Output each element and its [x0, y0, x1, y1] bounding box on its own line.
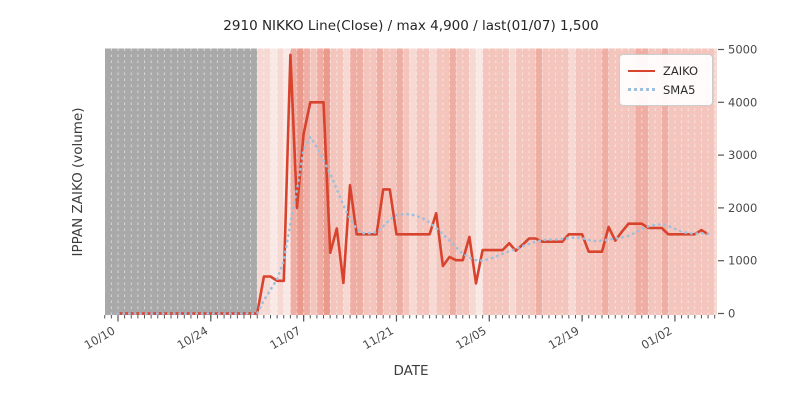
x-tick-label: 10/10	[82, 323, 118, 352]
series-lines	[116, 53, 710, 315]
x-axis-label: DATE	[393, 363, 429, 379]
price-band	[409, 48, 417, 315]
y-tick-label: 5000	[728, 43, 757, 57]
y-tick-label: 2000	[728, 201, 757, 215]
price-band	[469, 48, 477, 315]
y-tick-label: 1000	[728, 254, 757, 268]
price-band	[343, 48, 351, 315]
price-band	[568, 48, 576, 315]
price-band	[310, 48, 317, 315]
x-tick-label: 01/02	[639, 323, 675, 352]
legend-label-zaiko: ZAIKO	[663, 63, 699, 78]
zaiko-line-swatch	[628, 69, 655, 72]
price-band	[277, 48, 284, 315]
x-tick-label: 11/07	[267, 323, 303, 352]
price-band	[515, 48, 536, 315]
legend-item-zaiko: ZAIKO	[628, 61, 704, 80]
sma5-line	[116, 134, 710, 315]
chart-title: 2910 NIKKO Line(Close) / max 4,900 / las…	[223, 18, 599, 34]
x-tick-label: 11/21	[360, 323, 396, 352]
zaiko-line	[118, 53, 709, 315]
price-band	[509, 48, 516, 315]
x-tick-label: 12/05	[453, 323, 489, 352]
y-axis-ticks: 0 1000 2000 3000 4000 5000	[718, 43, 757, 321]
price-band	[290, 48, 298, 315]
y-tick-label: 3000	[728, 148, 757, 162]
x-axis-ticks: 10/10 10/24 11/07 11/21 12/05 12/19 01/02	[82, 315, 716, 352]
x-tick-label: 10/24	[175, 323, 211, 352]
price-band	[714, 48, 717, 315]
price-band	[316, 48, 324, 315]
daily-gridlines	[110, 48, 716, 315]
legend-label-sma5: SMA5	[663, 82, 696, 97]
price-band	[476, 48, 483, 315]
price-band	[403, 48, 410, 315]
price-band	[535, 48, 543, 315]
price-band	[661, 48, 669, 315]
sma5-dotted-swatch	[628, 88, 655, 91]
y-tick-label: 0	[728, 307, 735, 321]
price-band	[429, 48, 437, 315]
legend: ZAIKO SMA5	[619, 54, 713, 106]
y-tick-label: 4000	[728, 95, 757, 109]
price-band	[270, 48, 278, 315]
no-data-region	[105, 48, 258, 315]
price-band	[601, 48, 609, 315]
price-band	[449, 48, 457, 315]
legend-item-sma5: SMA5	[628, 80, 704, 99]
x-tick-label: 12/19	[546, 323, 582, 352]
price-band	[376, 48, 384, 315]
price-band	[303, 48, 311, 315]
price-band	[396, 48, 404, 315]
